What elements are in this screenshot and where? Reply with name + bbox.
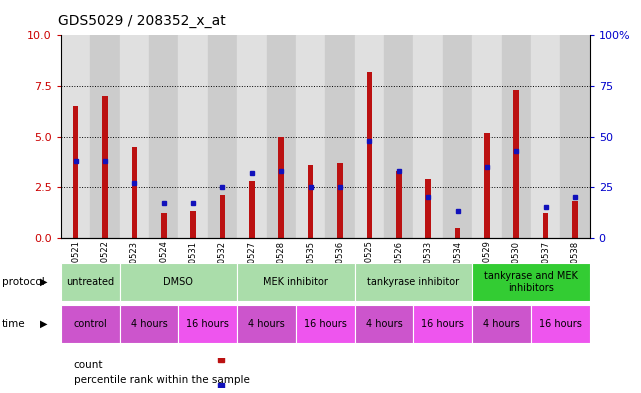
- Bar: [120, 35, 149, 238]
- Bar: [61, 35, 90, 238]
- Bar: [531, 35, 560, 238]
- Bar: [90, 35, 120, 238]
- Bar: [413, 305, 472, 343]
- Text: time: time: [2, 319, 26, 329]
- Bar: [560, 35, 590, 238]
- Text: 4 hours: 4 hours: [366, 319, 403, 329]
- Bar: [454, 228, 460, 238]
- Bar: [472, 35, 501, 238]
- Text: tankyrase inhibitor: tankyrase inhibitor: [367, 277, 460, 287]
- Text: 4 hours: 4 hours: [131, 319, 167, 329]
- Text: 16 hours: 16 hours: [304, 319, 347, 329]
- Bar: [296, 305, 354, 343]
- Bar: [120, 263, 237, 301]
- Text: MEK inhibitor: MEK inhibitor: [263, 277, 328, 287]
- Bar: [484, 132, 490, 238]
- Bar: [396, 171, 401, 238]
- Bar: [296, 35, 325, 238]
- Text: 16 hours: 16 hours: [187, 319, 229, 329]
- Bar: [237, 263, 354, 301]
- Bar: [413, 35, 443, 238]
- Text: GDS5029 / 208352_x_at: GDS5029 / 208352_x_at: [58, 14, 226, 28]
- Bar: [354, 263, 472, 301]
- Bar: [131, 147, 137, 238]
- Bar: [354, 35, 384, 238]
- Bar: [278, 136, 284, 238]
- Text: 4 hours: 4 hours: [483, 319, 520, 329]
- Bar: [572, 201, 578, 238]
- Bar: [472, 263, 590, 301]
- Text: 16 hours: 16 hours: [539, 319, 582, 329]
- Bar: [337, 163, 343, 238]
- Bar: [190, 211, 196, 238]
- Bar: [443, 35, 472, 238]
- Bar: [61, 263, 120, 301]
- Bar: [120, 305, 178, 343]
- Bar: [237, 35, 267, 238]
- Bar: [513, 90, 519, 238]
- Bar: [178, 35, 208, 238]
- Bar: [384, 35, 413, 238]
- Text: tankyrase and MEK
inhibitors: tankyrase and MEK inhibitors: [484, 271, 578, 293]
- Bar: [178, 305, 237, 343]
- Bar: [208, 35, 237, 238]
- Text: DMSO: DMSO: [163, 277, 194, 287]
- Bar: [267, 35, 296, 238]
- Text: untreated: untreated: [66, 277, 114, 287]
- Text: 16 hours: 16 hours: [421, 319, 464, 329]
- Text: protocol: protocol: [2, 277, 45, 287]
- Text: ▶: ▶: [40, 277, 48, 287]
- Bar: [501, 35, 531, 238]
- Bar: [102, 96, 108, 238]
- Text: ▶: ▶: [40, 319, 48, 329]
- Bar: [73, 106, 78, 238]
- Bar: [426, 179, 431, 238]
- Bar: [354, 305, 413, 343]
- Bar: [326, 35, 354, 238]
- Bar: [249, 181, 254, 238]
- Text: percentile rank within the sample: percentile rank within the sample: [74, 375, 249, 385]
- Bar: [472, 305, 531, 343]
- Text: 4 hours: 4 hours: [248, 319, 285, 329]
- Bar: [237, 305, 296, 343]
- Bar: [61, 305, 120, 343]
- Bar: [220, 195, 225, 238]
- Bar: [543, 213, 549, 238]
- Bar: [531, 305, 590, 343]
- Bar: [308, 165, 313, 238]
- Text: count: count: [74, 360, 103, 370]
- Text: control: control: [74, 319, 107, 329]
- Bar: [149, 35, 178, 238]
- Bar: [161, 213, 167, 238]
- Bar: [367, 72, 372, 238]
